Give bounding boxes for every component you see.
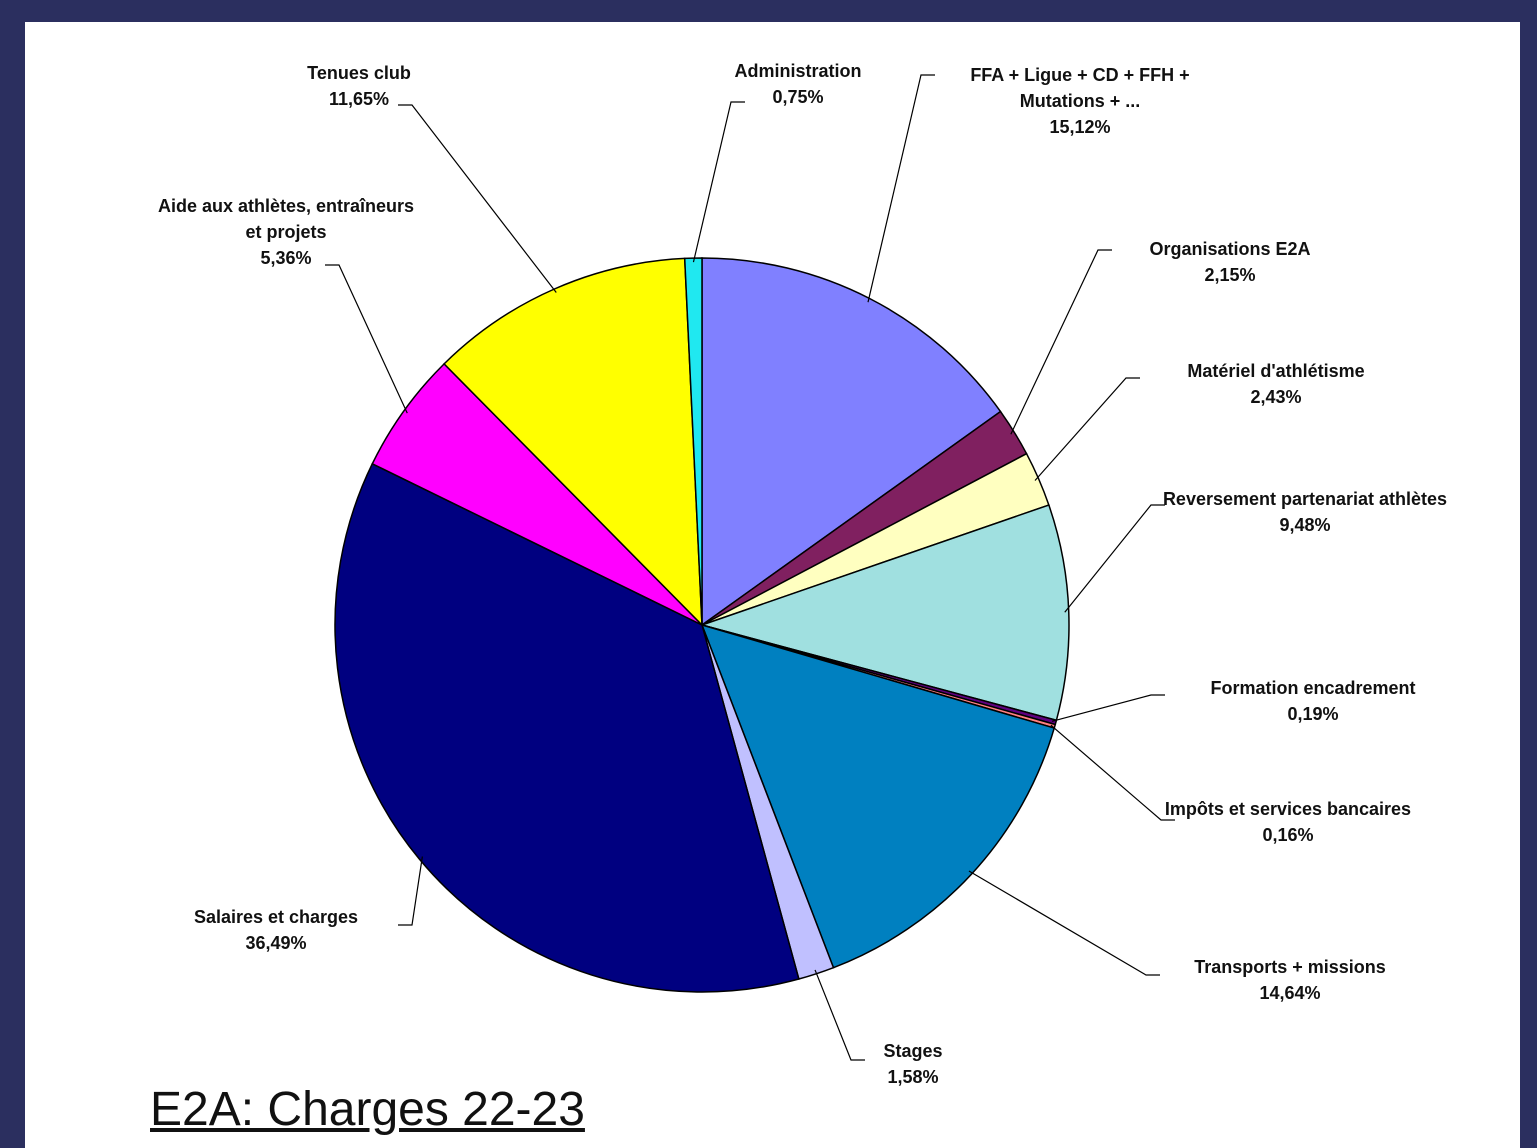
slice-value-label: 2,15% xyxy=(1110,262,1350,288)
leader-line xyxy=(398,105,556,293)
slice-label: Aide aux athlètes, entraîneurs et projet… xyxy=(156,193,416,271)
slice-value-label: 0,19% xyxy=(1168,701,1458,727)
leader-line xyxy=(969,871,1160,975)
slice-value-label: 36,49% xyxy=(161,930,391,956)
leader-line xyxy=(1052,695,1165,721)
leader-line xyxy=(1065,505,1165,612)
slice-name: Aide aux athlètes, entraîneurs et projet… xyxy=(156,193,416,245)
page: E2A: Charges 22-23 (() => { const data =… xyxy=(0,0,1537,1148)
slice-name: Reversement partenariat athlètes xyxy=(1160,486,1450,512)
slice-value-label: 5,36% xyxy=(156,245,416,271)
slice-name: Formation encadrement xyxy=(1168,675,1458,701)
leader-line xyxy=(1011,250,1112,434)
slice-name: Stages xyxy=(853,1038,973,1064)
slice-value-label: 15,12% xyxy=(930,114,1230,140)
slice-name: Salaires et charges xyxy=(161,904,391,930)
slice-value-label: 14,64% xyxy=(1155,980,1425,1006)
slice-value-label: 9,48% xyxy=(1160,512,1450,538)
leader-line xyxy=(1051,725,1175,820)
leader-line xyxy=(398,856,422,925)
leader-line xyxy=(325,265,407,413)
slice-label: FFA + Ligue + CD + FFH + Mutations + ...… xyxy=(930,62,1230,140)
slice-name: FFA + Ligue + CD + FFH + Mutations + ... xyxy=(930,62,1230,114)
slice-value-label: 0,75% xyxy=(703,84,893,110)
slice-value-label: 11,65% xyxy=(279,86,439,112)
slice-name: Organisations E2A xyxy=(1110,236,1350,262)
chart-title: E2A: Charges 22-23 xyxy=(150,1082,585,1137)
leader-line xyxy=(693,102,745,262)
slice-name: Tenues club xyxy=(279,60,439,86)
slice-value-label: 2,43% xyxy=(1146,384,1406,410)
slice-value-label: 1,58% xyxy=(853,1064,973,1090)
slice-value-label: 0,16% xyxy=(1163,822,1413,848)
slice-name: Impôts et services bancaires xyxy=(1163,796,1413,822)
leader-line xyxy=(1035,378,1140,481)
slice-name: Transports + missions xyxy=(1155,954,1425,980)
slice-name: Administration xyxy=(703,58,893,84)
slice-name: Matériel d'athlétisme xyxy=(1146,358,1406,384)
